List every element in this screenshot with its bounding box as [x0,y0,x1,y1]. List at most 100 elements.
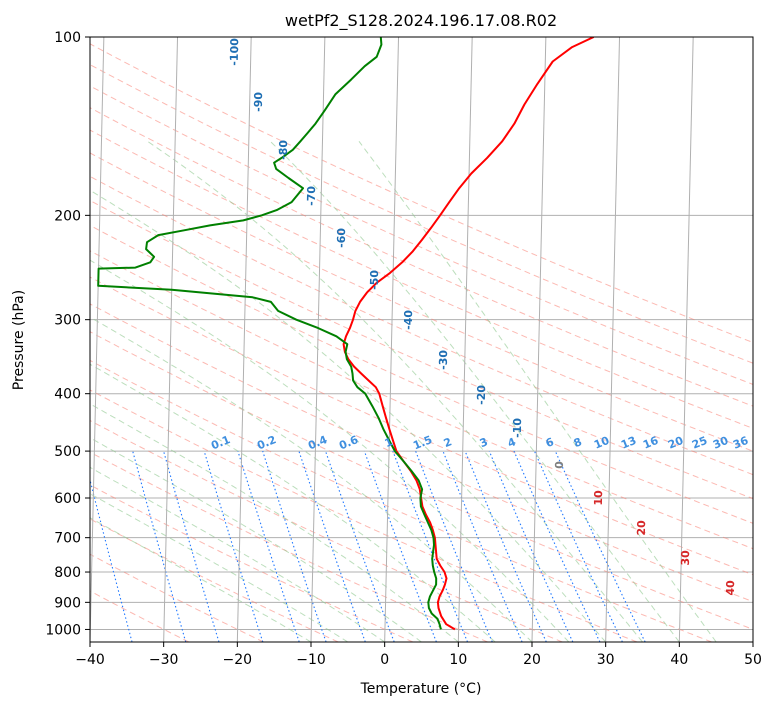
x-tick-label: 10 [449,652,467,668]
dry-adiabat [90,107,753,407]
y-tick-label: 600 [54,491,81,507]
y-axis-label: Pressure (hPa) [11,290,27,390]
isotherm-label: -20 [475,384,488,405]
mixing-ratio-line [262,450,327,642]
dry-adiabat [90,199,753,500]
y-tick-label: 500 [54,444,81,460]
mixing-ratio-label: 3 [478,435,490,450]
isotherm [90,37,105,642]
isotherm [163,37,179,642]
isoline-labels: -100-90-80-70-60-50-40-30-20-10010203040… [209,38,750,596]
y-tick-label: 400 [54,387,81,403]
y-tick-label: 300 [54,313,81,329]
dry-adiabat [90,553,264,642]
moist-adiabat [90,466,385,642]
y-tick-label: 700 [54,531,81,547]
dry-adiabat [90,451,488,642]
isotherm-label: -40 [402,309,415,330]
moist-adiabat [358,141,717,642]
moist-adiabat [90,189,607,642]
dry-adiabat [90,175,753,476]
mixing-ratio-label: 25 [690,434,709,452]
isotherm-label: -70 [305,185,318,206]
mixing-ratio-label: 30 [711,434,730,452]
y-tick-label: 100 [54,30,81,46]
x-tick-label: −40 [75,652,105,668]
plot-area: -100-90-80-70-60-50-40-30-20-10010203040… [90,37,753,642]
dry-adiabat [90,43,753,343]
x-tick-label: −10 [296,652,326,668]
moist-adiabat [90,316,533,642]
mixing-ratio-line [298,450,366,642]
mixing-ratio-line [392,450,469,642]
isotherm [678,37,694,642]
isotherms [90,37,753,642]
dry-adiabat [90,250,753,550]
isotherm-label: 20 [635,520,648,536]
moist-adiabat [269,140,680,642]
isotherm-label: 40 [724,580,737,596]
dewpoint-line [97,37,442,630]
mixing-ratio-line [488,450,574,642]
y-tick-label: 1000 [45,622,81,638]
isotherm [236,37,252,642]
isotherm [605,37,621,642]
mixing-ratio-label: 13 [619,434,638,452]
mixing-ratio-line [163,450,220,642]
isotherm-label: 0 [553,461,566,469]
mixing-ratio-line [203,450,264,642]
moist-adiabat [90,363,496,642]
plot-frame [89,36,754,643]
dry-adiabat [90,64,753,364]
mixing-ratio-line [237,450,300,642]
x-tick-label: −20 [223,652,253,668]
isotherm [384,37,400,642]
dry-adiabat [90,389,638,642]
mixing-ratio-label: 2 [442,435,454,450]
isotherm-label: 10 [592,490,605,506]
mixing-ratio-line [442,450,523,642]
y-axis-ticks: 1000 900 800 700 600 500 400 300 200 100 [45,30,90,638]
y-tick-label: 900 [54,595,81,611]
isotherm-label: -90 [252,91,265,112]
isotherm-label: 30 [679,550,692,566]
isotherm-label: -60 [335,227,348,248]
moist-adiabats [90,140,717,642]
mixing-ratio-line [464,450,547,642]
mixing-ratio-label: 20 [666,434,685,452]
x-tick-label: 50 [744,652,762,668]
isotherm-label: -100 [228,38,242,66]
x-tick-label: 20 [523,652,541,668]
dry-adiabat [90,129,753,429]
isotherm-label: -10 [511,417,524,438]
dry-adiabat [90,224,753,524]
mixing-ratio-line [132,450,187,642]
isotherm-label: -80 [277,139,290,160]
mixing-ratio-label: 36 [731,434,750,452]
profile-series [97,37,595,631]
x-tick-label: 30 [597,652,615,668]
dry-adiabat [90,590,190,642]
x-tick-label: −30 [149,652,179,668]
isotherm-label: -30 [437,349,450,370]
isotherm-label: -50 [368,269,381,290]
x-axis-ticks: −40 −30 −20 −10 0 10 20 30 40 50 [75,642,762,668]
temperature-line [342,37,595,631]
x-tick-label: 40 [670,652,688,668]
chart-title: wetPf2_S128.2024.196.17.08.R02 [285,11,557,31]
mixing-ratio-label: 16 [641,434,660,452]
mixing-ratio-label: 8 [572,435,584,450]
dry-adiabat [90,359,712,642]
y-tick-label: 200 [54,208,81,224]
isotherm [310,37,326,642]
isotherm [531,37,547,642]
y-tick-label: 800 [54,565,81,581]
moist-adiabat [90,403,459,642]
mixing-ratio-label: 10 [592,434,611,452]
moist-adiabat [147,140,643,642]
mixing-ratio-line [363,450,437,642]
x-axis-label: Temperature (°C) [360,681,482,697]
moist-adiabat [90,259,570,642]
